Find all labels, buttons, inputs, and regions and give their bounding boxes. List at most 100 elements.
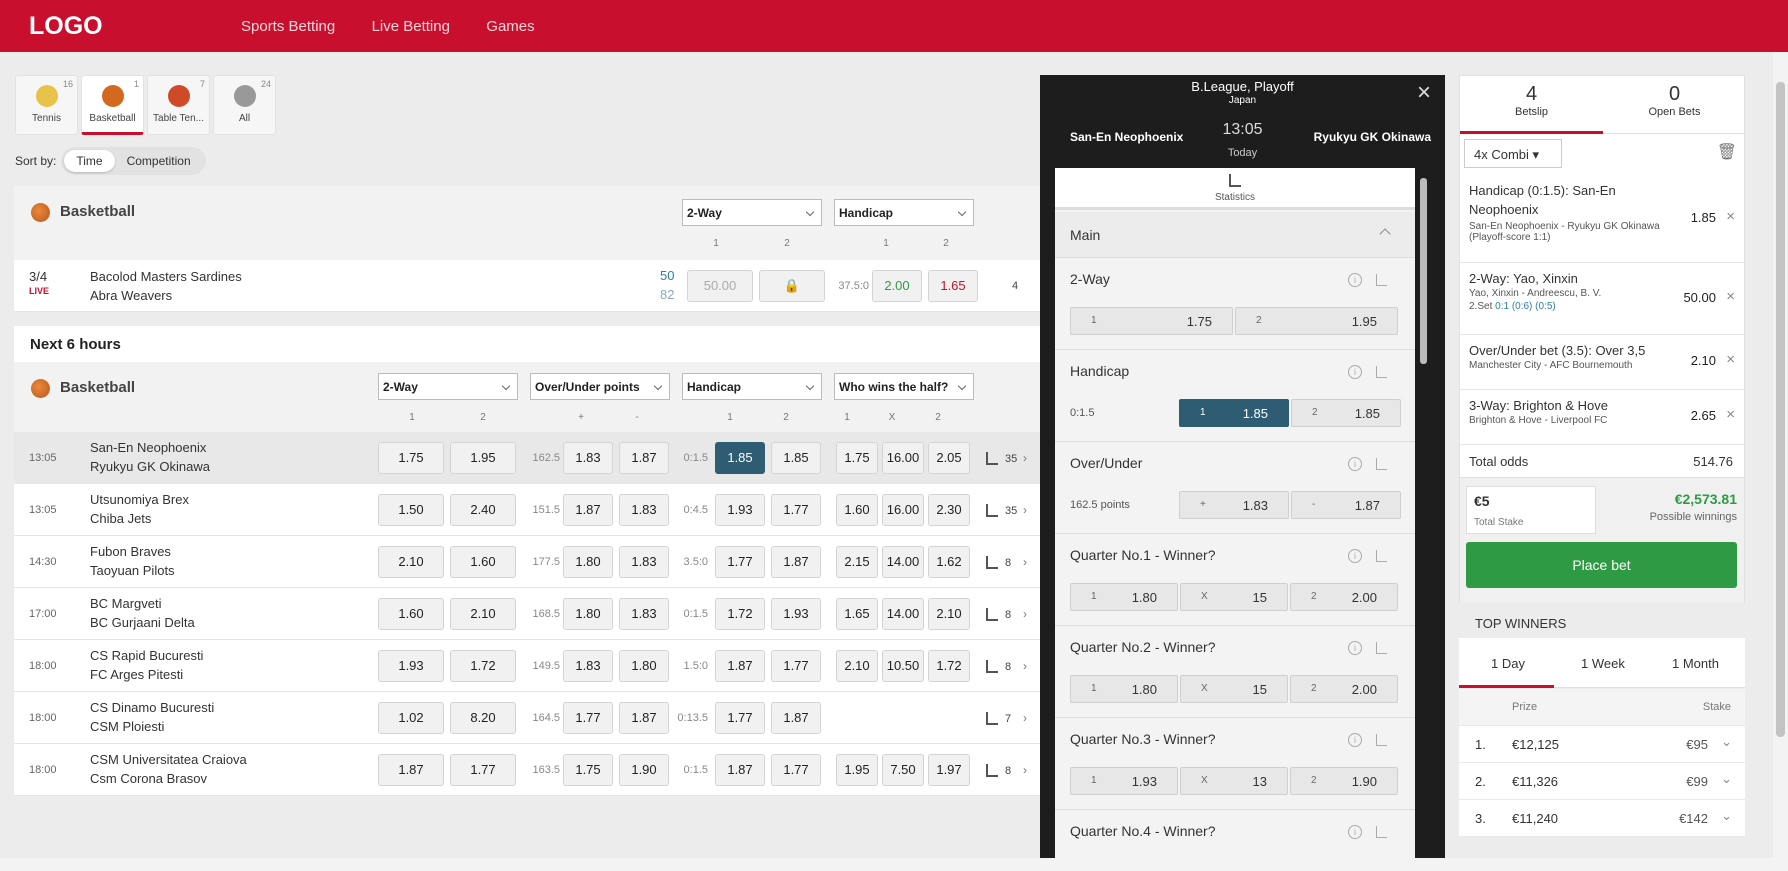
statistics-icon[interactable] bbox=[1376, 366, 1387, 378]
odd-button[interactable]: 1.87 bbox=[771, 702, 821, 734]
remove-bet-icon[interactable]: × bbox=[1726, 406, 1735, 423]
event-row[interactable]: 13:05 Utsunomiya Brex Chiba Jets 1.50 2.4… bbox=[14, 484, 1041, 536]
market-odd-button[interactable]: 1 1.93 bbox=[1070, 767, 1178, 795]
odd-button[interactable]: 2.40 bbox=[450, 494, 516, 526]
remove-bet-icon[interactable]: × bbox=[1726, 288, 1735, 305]
more-markets[interactable]: 4 bbox=[1012, 280, 1019, 292]
market-select[interactable]: Who wins the half? bbox=[834, 373, 974, 400]
event-row[interactable]: 18:00 CS Dinamo Bucuresti CSM Ploiesti 1… bbox=[14, 692, 1041, 744]
odd-button[interactable]: 2.10 bbox=[928, 598, 970, 630]
market-odd-button[interactable]: X 15 bbox=[1180, 675, 1288, 703]
odd-button[interactable]: 16.00 bbox=[882, 442, 924, 474]
odd-button[interactable]: 1.83 bbox=[619, 494, 669, 526]
statistics-icon[interactable] bbox=[986, 452, 998, 465]
nav-sports-betting[interactable]: Sports Betting bbox=[241, 17, 336, 35]
odd-button[interactable]: 2.00 bbox=[872, 270, 922, 302]
odd-button[interactable]: 1.85 bbox=[715, 442, 765, 474]
live-match-row[interactable]: 3/4 LIVE Bacolod Masters Sardines Abra W… bbox=[14, 260, 1041, 312]
odd-button[interactable]: 1.77 bbox=[450, 754, 516, 786]
stake-input[interactable]: €5 Total Stake bbox=[1466, 486, 1596, 534]
odd-button[interactable]: 1.77 bbox=[771, 494, 821, 526]
odd-button[interactable]: 1.72 bbox=[450, 650, 516, 682]
info-icon[interactable]: i bbox=[1348, 733, 1362, 747]
odd-button[interactable]: 1.95 bbox=[836, 754, 878, 786]
odd-button[interactable]: 1.02 bbox=[378, 702, 444, 734]
odd-button[interactable]: 2.10 bbox=[450, 598, 516, 630]
chevron-down-icon[interactable]: ⌄ bbox=[1721, 808, 1732, 823]
market-select[interactable]: Handicap bbox=[834, 199, 974, 226]
odd-button[interactable]: 1.83 bbox=[619, 546, 669, 578]
chevron-down-icon[interactable]: ⌄ bbox=[1721, 734, 1732, 749]
trash-icon[interactable]: 🗑 bbox=[1716, 144, 1737, 161]
event-row[interactable]: 17:00 BC Margveti BC Gurjaani Delta 1.60… bbox=[14, 588, 1041, 640]
info-icon[interactable]: i bbox=[1348, 549, 1362, 563]
statistics-icon[interactable] bbox=[986, 608, 998, 621]
sport-tab-basketball[interactable]: 1 Basketball bbox=[81, 75, 144, 135]
market-odd-button[interactable]: 1 1.85 bbox=[1179, 399, 1289, 427]
market-select[interactable]: 2-Way bbox=[682, 199, 822, 226]
horizontal-scrollbar[interactable] bbox=[0, 858, 1788, 871]
odd-button[interactable]: 1.72 bbox=[928, 650, 970, 682]
combi-select[interactable]: 4x Combi ▾ bbox=[1464, 139, 1562, 168]
odd-button[interactable]: 1.62 bbox=[928, 546, 970, 578]
statistics-icon[interactable] bbox=[1376, 274, 1387, 286]
info-icon[interactable]: i bbox=[1348, 825, 1362, 839]
odd-button[interactable]: 2.05 bbox=[928, 442, 970, 474]
odd-button[interactable]: 2.10 bbox=[836, 650, 878, 682]
more-markets[interactable]: 8 bbox=[1005, 557, 1012, 569]
odd-button[interactable]: 2.15 bbox=[836, 546, 878, 578]
odd-button[interactable]: 10.50 bbox=[882, 650, 924, 682]
market-odd-button[interactable]: + 1.83 bbox=[1179, 491, 1289, 519]
market-select[interactable]: 2-Way bbox=[378, 373, 518, 400]
market-odd-button[interactable]: X 15 bbox=[1180, 583, 1288, 611]
odd-button[interactable]: 1.93 bbox=[771, 598, 821, 630]
market-odd-button[interactable]: 2 2.00 bbox=[1290, 675, 1398, 703]
event-row[interactable]: 18:00 CS Rapid Bucuresti FC Arges Pitest… bbox=[14, 640, 1041, 692]
market-odd-button[interactable]: 1 1.75 bbox=[1070, 307, 1233, 335]
event-row[interactable]: 13:05 San-En Neophoenix Ryukyu GK Okinaw… bbox=[14, 432, 1041, 484]
odd-button[interactable]: 1.77 bbox=[771, 754, 821, 786]
tab-betslip[interactable]: 4 Betslip bbox=[1460, 76, 1603, 134]
odd-button[interactable]: 1.80 bbox=[619, 650, 669, 682]
odd-button[interactable]: 1.65 bbox=[836, 598, 878, 630]
odd-button[interactable]: 16.00 bbox=[882, 494, 924, 526]
statistics-icon[interactable] bbox=[986, 712, 998, 725]
statistics-icon[interactable] bbox=[1376, 826, 1387, 838]
event-row[interactable]: 18:00 CSM Universitatea Craiova Csm Coro… bbox=[14, 744, 1041, 796]
odd-button[interactable]: 1.83 bbox=[619, 598, 669, 630]
market-odd-button[interactable]: 1 1.80 bbox=[1070, 675, 1178, 703]
odd-button[interactable]: 1.97 bbox=[928, 754, 970, 786]
odd-button[interactable]: 1.87 bbox=[619, 702, 669, 734]
odd-button[interactable]: 1.87 bbox=[715, 650, 765, 682]
scrollbar-thumb[interactable] bbox=[1420, 178, 1427, 364]
market-odd-button[interactable]: X 13 bbox=[1180, 767, 1288, 795]
odd-button[interactable]: 1.75 bbox=[563, 754, 613, 786]
chevron-up-icon[interactable] bbox=[1379, 228, 1391, 240]
event-row[interactable]: 14:30 Fubon Braves Taoyuan Pilots 2.10 1.… bbox=[14, 536, 1041, 588]
chevron-down-icon[interactable]: ⌄ bbox=[1721, 771, 1732, 786]
sort-competition[interactable]: Competition bbox=[126, 154, 191, 168]
market-odd-button[interactable]: - 1.87 bbox=[1291, 491, 1401, 519]
more-markets[interactable]: 8 bbox=[1005, 609, 1012, 621]
odd-button[interactable]: 1.90 bbox=[619, 754, 669, 786]
tab-1-week[interactable]: 1 Week bbox=[1581, 656, 1625, 671]
close-icon[interactable]: × bbox=[1416, 79, 1431, 106]
odd-button[interactable]: 1.77 bbox=[715, 702, 765, 734]
sport-tab-table-tennis[interactable]: 7 Table Ten... bbox=[147, 75, 210, 135]
statistics-icon[interactable] bbox=[1376, 550, 1387, 562]
statistics-icon[interactable] bbox=[1376, 734, 1387, 746]
info-icon[interactable]: i bbox=[1348, 273, 1362, 287]
tab-open-bets[interactable]: 0 Open Bets bbox=[1603, 76, 1746, 134]
info-icon[interactable]: i bbox=[1348, 365, 1362, 379]
odd-button[interactable]: 2.10 bbox=[378, 546, 444, 578]
odd-button[interactable]: 1.87 bbox=[715, 754, 765, 786]
page-scrollbar[interactable] bbox=[1773, 52, 1788, 858]
remove-bet-icon[interactable]: × bbox=[1726, 351, 1735, 368]
info-icon[interactable]: i bbox=[1348, 641, 1362, 655]
odd-button[interactable]: 1.60 bbox=[450, 546, 516, 578]
odd-button[interactable]: 1.50 bbox=[378, 494, 444, 526]
more-markets[interactable]: 7 bbox=[1005, 713, 1012, 725]
odd-button[interactable]: 1.93 bbox=[715, 494, 765, 526]
statistics-icon[interactable] bbox=[986, 556, 998, 569]
odd-button[interactable]: 1.87 bbox=[771, 546, 821, 578]
